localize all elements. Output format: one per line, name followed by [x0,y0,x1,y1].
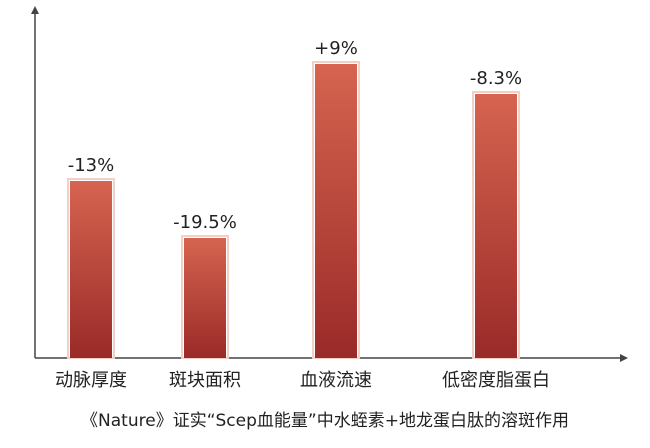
category-label: 血液流速 [300,370,372,391]
bar [70,181,112,358]
x-axis-arrow-icon [620,354,628,362]
category-label: 斑块面积 [169,370,241,391]
category-label: 动脉厚度 [55,370,127,391]
bar [184,238,226,358]
data-label: -8.3% [470,68,522,89]
data-label: -19.5% [173,212,237,233]
data-label: +9% [314,38,358,59]
category-label: 低密度脂蛋白 [442,370,550,391]
y-axis-arrow-icon [31,6,39,14]
bar [475,94,517,358]
chart-caption: 《Nature》证实“Scep血能量”中水蛭素+地龙蛋白肽的溶斑作用 [81,411,569,431]
bar [315,64,357,358]
data-label: -13% [68,155,115,176]
